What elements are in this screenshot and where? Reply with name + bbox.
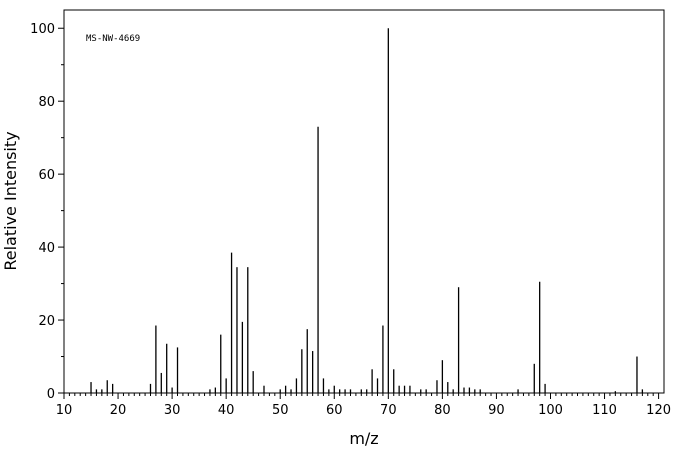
x-tick-label: 20 [110,403,127,418]
x-tick-label: 90 [488,403,505,418]
x-tick-label: 110 [592,403,617,418]
x-tick-label: 70 [380,403,397,418]
plot-frame [63,9,665,394]
x-tick-label: 100 [538,403,563,418]
annotation: MS-NW-4669 [86,34,140,44]
y-axis-label: Relative Intensity [1,131,20,270]
y-tick-label: 80 [38,95,55,110]
x-tick-label: 120 [646,403,671,418]
x-tick-label: 30 [164,403,181,418]
y-tick-label: 0 [47,387,55,402]
y-tick-label: 40 [38,241,55,256]
x-tick-label: 40 [218,403,235,418]
y-tick-label: 100 [30,22,55,37]
x-tick-label: 10 [56,403,73,418]
x-tick-label: 50 [272,403,289,418]
x-tick-label: 80 [434,403,451,418]
x-tick-label: 60 [326,403,343,418]
x-axis-label: m/z [349,429,378,448]
y-tick-label: 60 [38,168,55,183]
y-tick-label: 20 [38,314,55,329]
